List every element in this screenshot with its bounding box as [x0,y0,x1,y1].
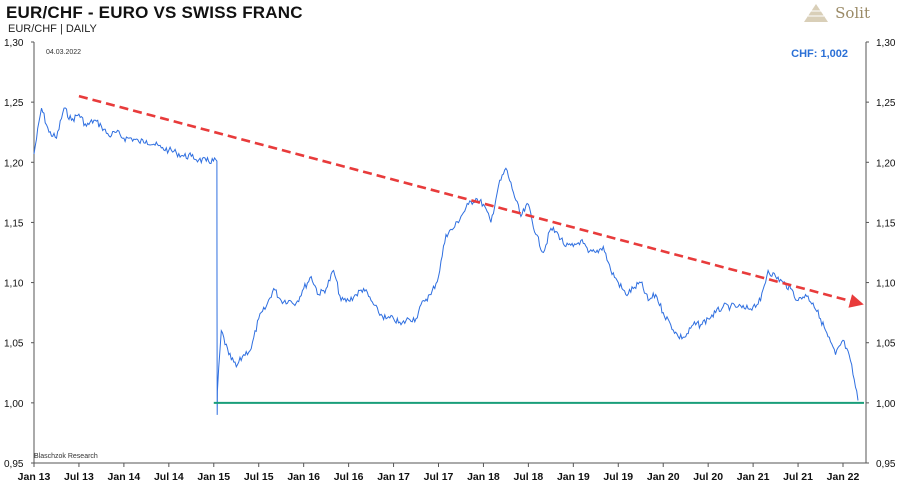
y-tick-label-right: 1,25 [876,98,896,109]
y-tick-label-left: 1,15 [4,218,24,229]
x-tick-label: Jan 13 [18,471,51,483]
chf-readout: CHF: 1,002 [791,48,848,60]
y-tick-label-left: 1,20 [4,158,24,169]
x-tick-label: Jan 16 [287,471,320,483]
y-tick-label-right: 1,20 [876,158,896,169]
x-tick-label: Jul 15 [244,471,274,483]
y-tick-label-right: 1,30 [876,38,896,49]
x-tick-label: Jan 18 [467,471,500,483]
x-tick-label: Jan 17 [377,471,410,483]
y-tick-label-right: 0,95 [876,459,896,470]
y-tick-label-left: 1,25 [4,98,24,109]
y-tick-label-right: 1,10 [876,279,896,290]
x-tick-label: Jul 17 [424,471,454,483]
x-tick-label: Jul 13 [64,471,94,483]
y-tick-label-right: 1,05 [876,339,896,350]
price-line [33,107,859,415]
source-label: Blaschzok Research [34,453,98,460]
logo-text: Solit [835,4,870,22]
chart-axes: 0,95 0,95 1,00 1,00 1,05 1,05 1,10 1,10 1,15 1,15… [4,38,896,483]
x-tick-label: Jul 18 [513,471,543,483]
x-tick-label: Jul 19 [603,471,633,483]
x-tick-label: Jul 14 [154,471,184,483]
chart-title: EUR/CHF - EURO VS SWISS FRANC [6,3,303,22]
chart-marks [33,94,864,415]
y-tick-label-left: 1,05 [4,339,24,350]
pyramid-icon [804,4,829,22]
y-tick-label-right: 1,00 [876,399,896,410]
x-tick-label: Jul 21 [783,471,813,483]
trend-line [78,94,859,305]
y-tick-label-left: 1,00 [4,399,24,410]
x-tick-label: Jan 14 [108,471,141,483]
x-tick-label: Jul 16 [334,471,364,483]
x-tick-label: Jan 15 [197,471,230,483]
brand-logo: Solit [803,2,870,24]
x-tick-label: Jan 21 [737,471,770,483]
y-tick-label-right: 1,15 [876,218,896,229]
x-tick-label: Jul 20 [693,471,723,483]
y-tick-label-left: 0,95 [4,459,24,470]
x-tick-label: Jan 22 [827,471,860,483]
chart-subtitle: EUR/CHF | DAILY [8,23,97,35]
y-tick-label-left: 1,30 [4,38,24,49]
trend-arrowhead [848,294,864,308]
x-tick-label: Jan 19 [557,471,590,483]
date-label: 04.03.2022 [46,49,81,56]
x-tick-label: Jan 20 [647,471,680,483]
y-tick-label-left: 1,10 [4,279,24,290]
